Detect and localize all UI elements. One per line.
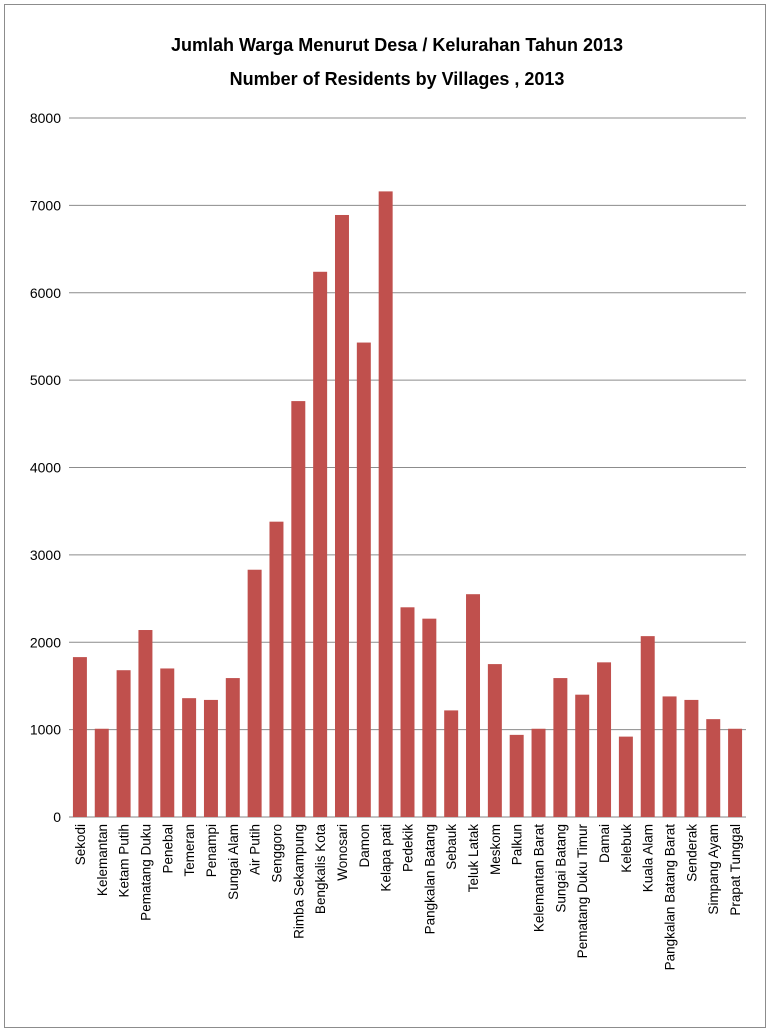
x-tick-label: Ketam Putih xyxy=(117,824,132,898)
chart-subtitle: Number of Residents by Villages , 2013 xyxy=(230,69,565,89)
bar-prapat-tunggal xyxy=(728,728,743,817)
bar-sekodi xyxy=(72,657,87,817)
x-tick-label: Kelapa pati xyxy=(379,824,394,892)
bar-pematang-duku-timur xyxy=(575,694,590,817)
bar-wonosari xyxy=(334,214,349,817)
x-tick-label: Penampi xyxy=(204,824,219,877)
bar-kuala-alam xyxy=(640,636,655,817)
x-tick-label: Simpang Ayam xyxy=(706,824,721,915)
bars xyxy=(72,191,743,817)
x-tick-label: Kelemantan Barat xyxy=(532,824,547,932)
x-tick-label: Teluk Latak xyxy=(466,824,481,893)
bar-pangkalan-batang-barat xyxy=(662,696,677,817)
x-tick-label: Damon xyxy=(357,824,372,868)
x-tick-label: Kuala Alam xyxy=(641,824,656,892)
x-tick-label: Pedekik xyxy=(401,824,416,872)
x-tick-label: Damai xyxy=(597,824,612,863)
x-tick-label: Temeran xyxy=(182,824,197,877)
bar-pematang-duku xyxy=(138,630,153,817)
x-tick-label: Kelebuk xyxy=(619,824,634,873)
x-tick-label: Sekodi xyxy=(73,824,88,865)
x-tick-label: Prapat Tunggal xyxy=(728,824,743,916)
x-tick-label: Pangkalan Batang xyxy=(422,824,437,934)
bar-palkun xyxy=(509,734,524,817)
x-tick-label: Bengkalis Kota xyxy=(313,824,328,915)
bar-damon xyxy=(356,342,371,817)
x-tick-label: Wonosari xyxy=(335,824,350,881)
bar-meskom xyxy=(487,664,502,817)
bar-pangkalan-batang xyxy=(422,618,437,817)
x-tick-label: Senderak xyxy=(684,824,699,882)
bar-senderak xyxy=(684,699,699,817)
y-tick-label: 6000 xyxy=(30,285,61,301)
y-axis-ticks: 0 1000 2000 3000 4000 5000 6000 7000 8000 xyxy=(30,110,61,825)
x-tick-label: Air Putih xyxy=(248,824,263,875)
bar-penampi xyxy=(203,699,218,817)
x-tick-label: Palkun xyxy=(510,824,525,865)
bar-chart: Jumlah Warga Menurut Desa / Kelurahan Ta… xyxy=(30,35,746,971)
bar-penebal xyxy=(160,668,175,817)
x-tick-label: Sebauk xyxy=(444,824,459,870)
x-tick-label: Pematang Duku xyxy=(138,824,153,921)
bar-simpang-ayam xyxy=(706,719,721,817)
bar-sebauk xyxy=(444,710,459,817)
chart-title: Jumlah Warga Menurut Desa / Kelurahan Ta… xyxy=(171,35,623,55)
bar-pedekik xyxy=(400,607,415,817)
x-tick-label: Penebal xyxy=(160,824,175,874)
y-tick-label: 5000 xyxy=(30,372,61,388)
bar-kelebuk xyxy=(618,736,633,817)
bar-kelemantan xyxy=(94,728,109,817)
x-tick-label: Pangkalan Batang Barat xyxy=(663,824,678,971)
y-tick-label: 2000 xyxy=(30,634,61,650)
bar-temeran xyxy=(182,698,197,817)
x-tick-label: Kelemantan xyxy=(95,824,110,896)
x-tick-label: Rimba Sekampung xyxy=(291,824,306,939)
bar-teluk-latak xyxy=(466,594,481,817)
bar-rimba-sekampung xyxy=(291,401,306,817)
y-tick-label: 4000 xyxy=(30,460,61,476)
y-tick-label: 1000 xyxy=(30,722,61,738)
bar-bengkalis-kota xyxy=(313,271,328,817)
bar-kelemantan-barat xyxy=(531,728,546,817)
x-tick-label: Meskom xyxy=(488,824,503,875)
bar-damai xyxy=(597,662,612,817)
y-tick-label: 3000 xyxy=(30,547,61,563)
chart-frame: Jumlah Warga Menurut Desa / Kelurahan Ta… xyxy=(4,4,766,1028)
x-tick-label: Senggoro xyxy=(269,824,284,883)
gridlines xyxy=(69,117,746,818)
x-tick-label: Sungai Alam xyxy=(226,824,241,900)
bar-senggoro xyxy=(269,521,284,817)
y-tick-label: 8000 xyxy=(30,110,61,126)
bar-sungai-alam xyxy=(225,678,240,817)
bar-kelapa-pati xyxy=(378,191,393,817)
x-axis-labels: Sekodi Kelemantan Ketam Putih Pematang Duku… xyxy=(73,824,743,971)
x-tick-label: Pematang Duku Timur xyxy=(575,824,590,959)
x-tick-label: Sungai Batang xyxy=(553,824,568,913)
bar-air-putih xyxy=(247,569,262,817)
y-tick-label: 0 xyxy=(53,809,61,825)
bar-sungai-batang xyxy=(553,678,568,817)
bar-ketam-putih xyxy=(116,670,131,817)
y-tick-label: 7000 xyxy=(30,197,61,213)
